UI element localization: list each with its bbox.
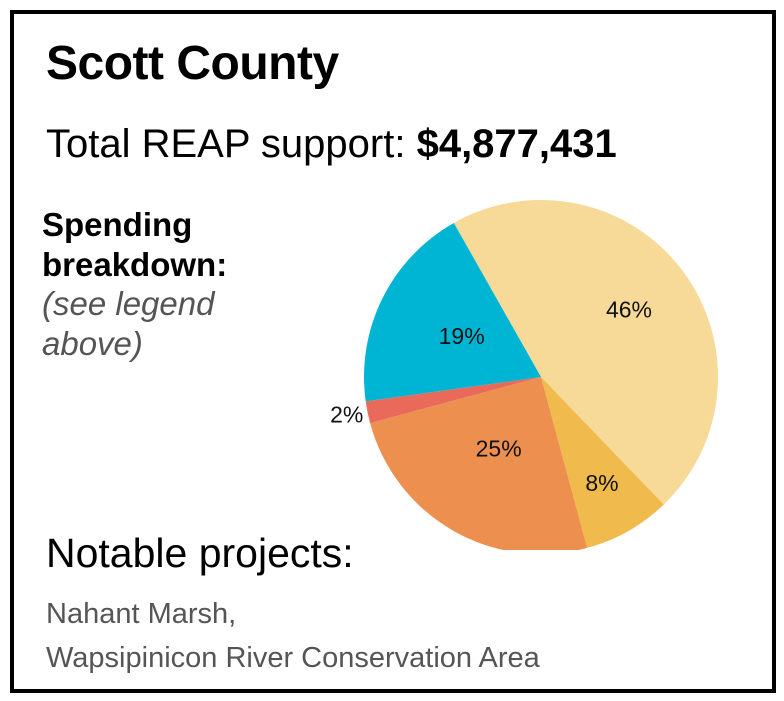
breakdown-note-line2: above) [42,324,143,362]
breakdown-label-line1: Spending [42,206,193,243]
slice-label-46: 46% [606,296,652,322]
project-item: Wapsipinicon River Conservation Area [46,642,540,674]
slice-label-2: 2% [330,402,363,428]
pie-slice [453,200,718,505]
pie-slice [365,377,541,424]
slice-label-8: 8% [585,470,618,496]
pie-slice [541,377,664,548]
breakdown-note-line1: (see legend [42,285,215,323]
county-title: Scott County [46,37,339,90]
notable-projects-heading: Notable projects: [46,530,354,576]
project-item: Nahant Marsh, [46,598,237,630]
notable-projects-list: Nahant Marsh, Wapsipinicon River Conserv… [46,592,540,680]
pie-slice [370,377,588,550]
spending-breakdown: Spending breakdown: (see legend above) [42,205,282,363]
pie-slice [364,222,541,402]
infographic-frame [10,10,776,693]
spending-pie-chart: 46% 8% 25% 2% 19% [330,200,718,550]
total-support-amount: $4,877,431 [416,122,617,166]
slice-label-19: 19% [439,323,485,349]
breakdown-label-line2: breakdown: [42,245,228,283]
total-support-line: Total REAP support: $4,877,431 [46,124,617,164]
total-support-label: Total REAP support: [46,122,417,166]
slice-label-25: 25% [476,436,522,462]
